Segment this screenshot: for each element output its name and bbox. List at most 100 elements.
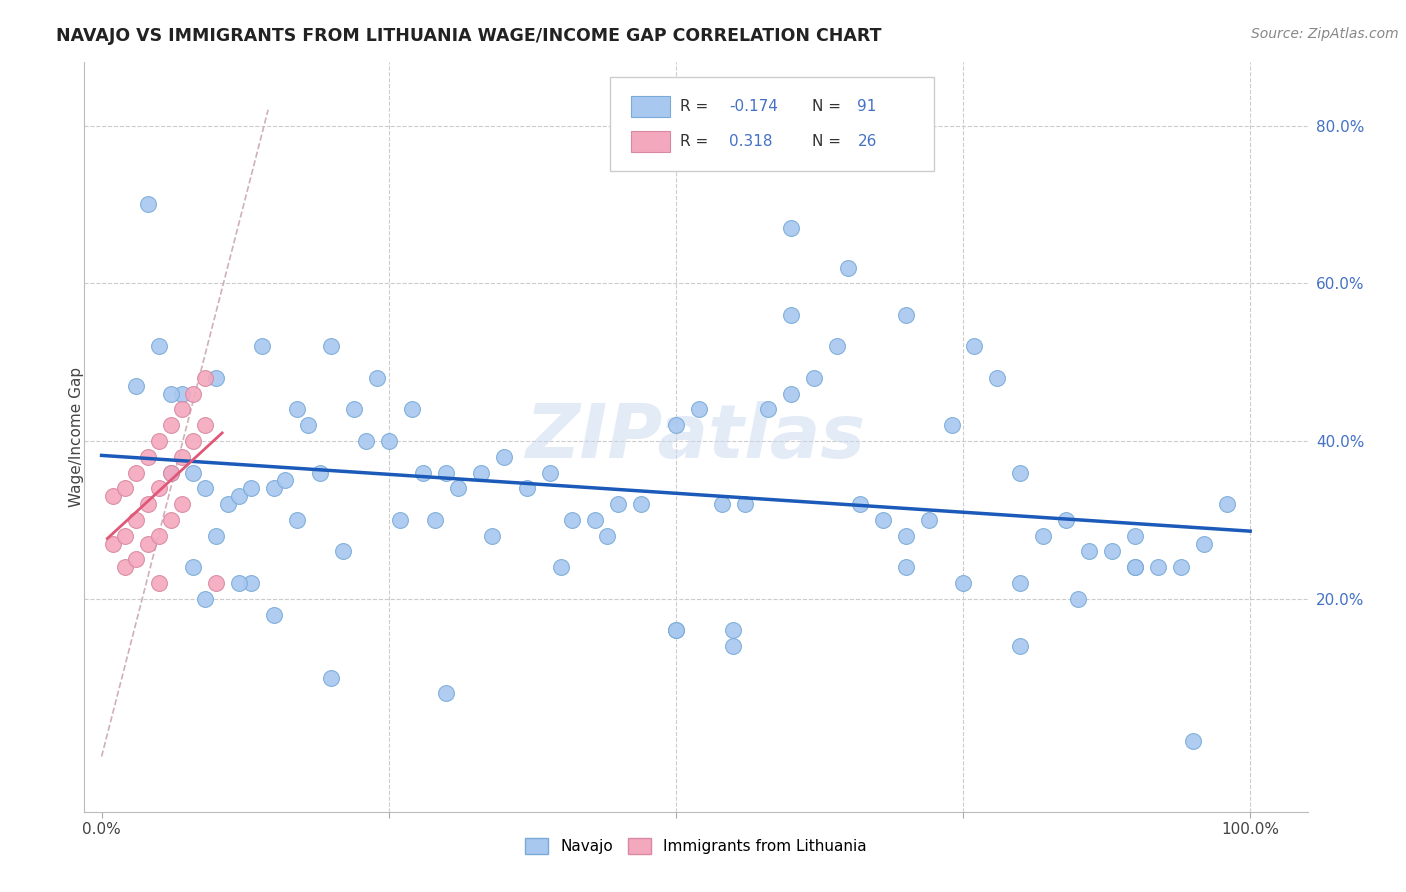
Text: NAVAJO VS IMMIGRANTS FROM LITHUANIA WAGE/INCOME GAP CORRELATION CHART: NAVAJO VS IMMIGRANTS FROM LITHUANIA WAGE… — [56, 27, 882, 45]
Text: R =: R = — [681, 99, 713, 114]
Point — [1123, 560, 1146, 574]
Point — [205, 529, 228, 543]
Y-axis label: Wage/Income Gap: Wage/Income Gap — [69, 367, 83, 508]
Point — [561, 513, 583, 527]
Point — [585, 513, 607, 527]
Point — [183, 560, 205, 574]
Bar — [631, 96, 671, 117]
Point — [1010, 466, 1032, 480]
Point — [136, 536, 159, 550]
Point — [228, 489, 250, 503]
Point — [217, 497, 239, 511]
Point — [917, 513, 939, 527]
Point — [470, 466, 492, 480]
Point — [239, 481, 262, 495]
Point — [125, 552, 148, 566]
Point — [114, 529, 136, 543]
Point — [1123, 560, 1146, 574]
Point — [1192, 536, 1215, 550]
Point — [159, 513, 181, 527]
Point — [125, 379, 148, 393]
Point — [170, 497, 193, 511]
Point — [194, 418, 217, 433]
Point — [665, 418, 688, 433]
Point — [148, 529, 170, 543]
Point — [159, 418, 181, 433]
Point — [101, 489, 124, 503]
Point — [114, 481, 136, 495]
Point — [665, 624, 688, 638]
Point — [1170, 560, 1192, 574]
Point — [159, 466, 181, 480]
Point — [434, 686, 457, 700]
Point — [1010, 639, 1032, 653]
Point — [1216, 497, 1239, 511]
Point — [194, 591, 217, 606]
Point — [1067, 591, 1090, 606]
Point — [401, 402, 423, 417]
Point — [321, 339, 343, 353]
Point — [986, 371, 1008, 385]
Point — [101, 536, 124, 550]
Point — [963, 339, 986, 353]
Point — [756, 402, 779, 417]
Point — [848, 497, 870, 511]
Point — [194, 371, 217, 385]
Point — [136, 450, 159, 464]
Point — [688, 402, 710, 417]
Point — [377, 434, 399, 448]
Text: N =: N = — [813, 134, 846, 149]
Legend: Navajo, Immigrants from Lithuania: Navajo, Immigrants from Lithuania — [519, 832, 873, 860]
Point — [1032, 529, 1054, 543]
Point — [434, 466, 457, 480]
Text: 91: 91 — [858, 99, 877, 114]
Point — [423, 513, 446, 527]
Point — [389, 513, 412, 527]
Point — [159, 466, 181, 480]
Point — [1054, 513, 1077, 527]
Point — [239, 576, 262, 591]
Point — [1123, 529, 1146, 543]
Point — [136, 197, 159, 211]
Point — [308, 466, 330, 480]
Text: -0.174: -0.174 — [728, 99, 778, 114]
Point — [825, 339, 848, 353]
Point — [205, 576, 228, 591]
Point — [710, 497, 733, 511]
Point — [779, 221, 801, 235]
Text: 0.318: 0.318 — [728, 134, 772, 149]
Point — [894, 560, 917, 574]
Point — [837, 260, 859, 275]
Text: 26: 26 — [858, 134, 877, 149]
Point — [872, 513, 894, 527]
Point — [723, 624, 745, 638]
Point — [274, 474, 297, 488]
Point — [665, 624, 688, 638]
Point — [723, 639, 745, 653]
Point — [630, 497, 652, 511]
Point — [263, 607, 285, 622]
Point — [170, 402, 193, 417]
Point — [803, 371, 825, 385]
Point — [538, 466, 561, 480]
Point — [481, 529, 503, 543]
Point — [607, 497, 630, 511]
Point — [170, 450, 193, 464]
Point — [366, 371, 388, 385]
Point — [596, 529, 619, 543]
Point — [228, 576, 250, 591]
Text: R =: R = — [681, 134, 713, 149]
Point — [492, 450, 515, 464]
Point — [148, 481, 170, 495]
Point — [894, 529, 917, 543]
Point — [332, 544, 354, 558]
Text: ZIPatlas: ZIPatlas — [526, 401, 866, 474]
FancyBboxPatch shape — [610, 78, 935, 171]
Point — [125, 513, 148, 527]
Point — [148, 576, 170, 591]
Point — [952, 576, 974, 591]
Point — [285, 402, 308, 417]
Point — [1078, 544, 1101, 558]
Point — [779, 386, 801, 401]
Bar — [631, 130, 671, 152]
